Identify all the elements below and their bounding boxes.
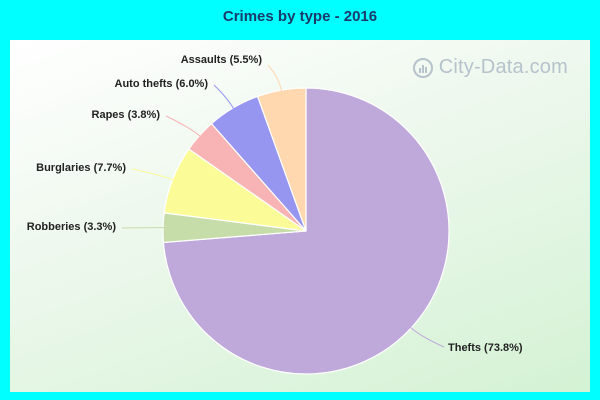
city-data-logo-icon: [412, 57, 433, 78]
leader-line-3: [165, 115, 202, 138]
slice-label-1: Robberies (3.3%): [27, 221, 117, 233]
leader-line-4: [213, 84, 235, 110]
chart-title: Crimes by type - 2016: [222, 8, 378, 25]
leader-line-0: [409, 326, 445, 348]
pie-chart: Thefts (73.8%) Robberies (3.3%) Burglaries…: [27, 54, 523, 375]
slice-label-5: Assaults (5.5%): [181, 54, 263, 66]
slice-label-0: Thefts (73.8%): [448, 342, 523, 354]
leader-lines: [121, 64, 445, 348]
leader-line-2: [131, 168, 175, 181]
slice-labels: Thefts (73.8%) Robberies (3.3%) Burglaries…: [27, 54, 523, 354]
slice-label-3: Rapes (3.8%): [92, 109, 161, 121]
leader-line-5: [267, 64, 283, 93]
slice-label-4: Auto thefts (6.0%): [115, 78, 209, 90]
watermark-text: City-Data.com: [438, 56, 568, 78]
slice-label-2: Burglaries (7.7%): [36, 162, 126, 174]
watermark: City-Data.com: [412, 56, 568, 79]
pie-slices: [162, 87, 450, 375]
